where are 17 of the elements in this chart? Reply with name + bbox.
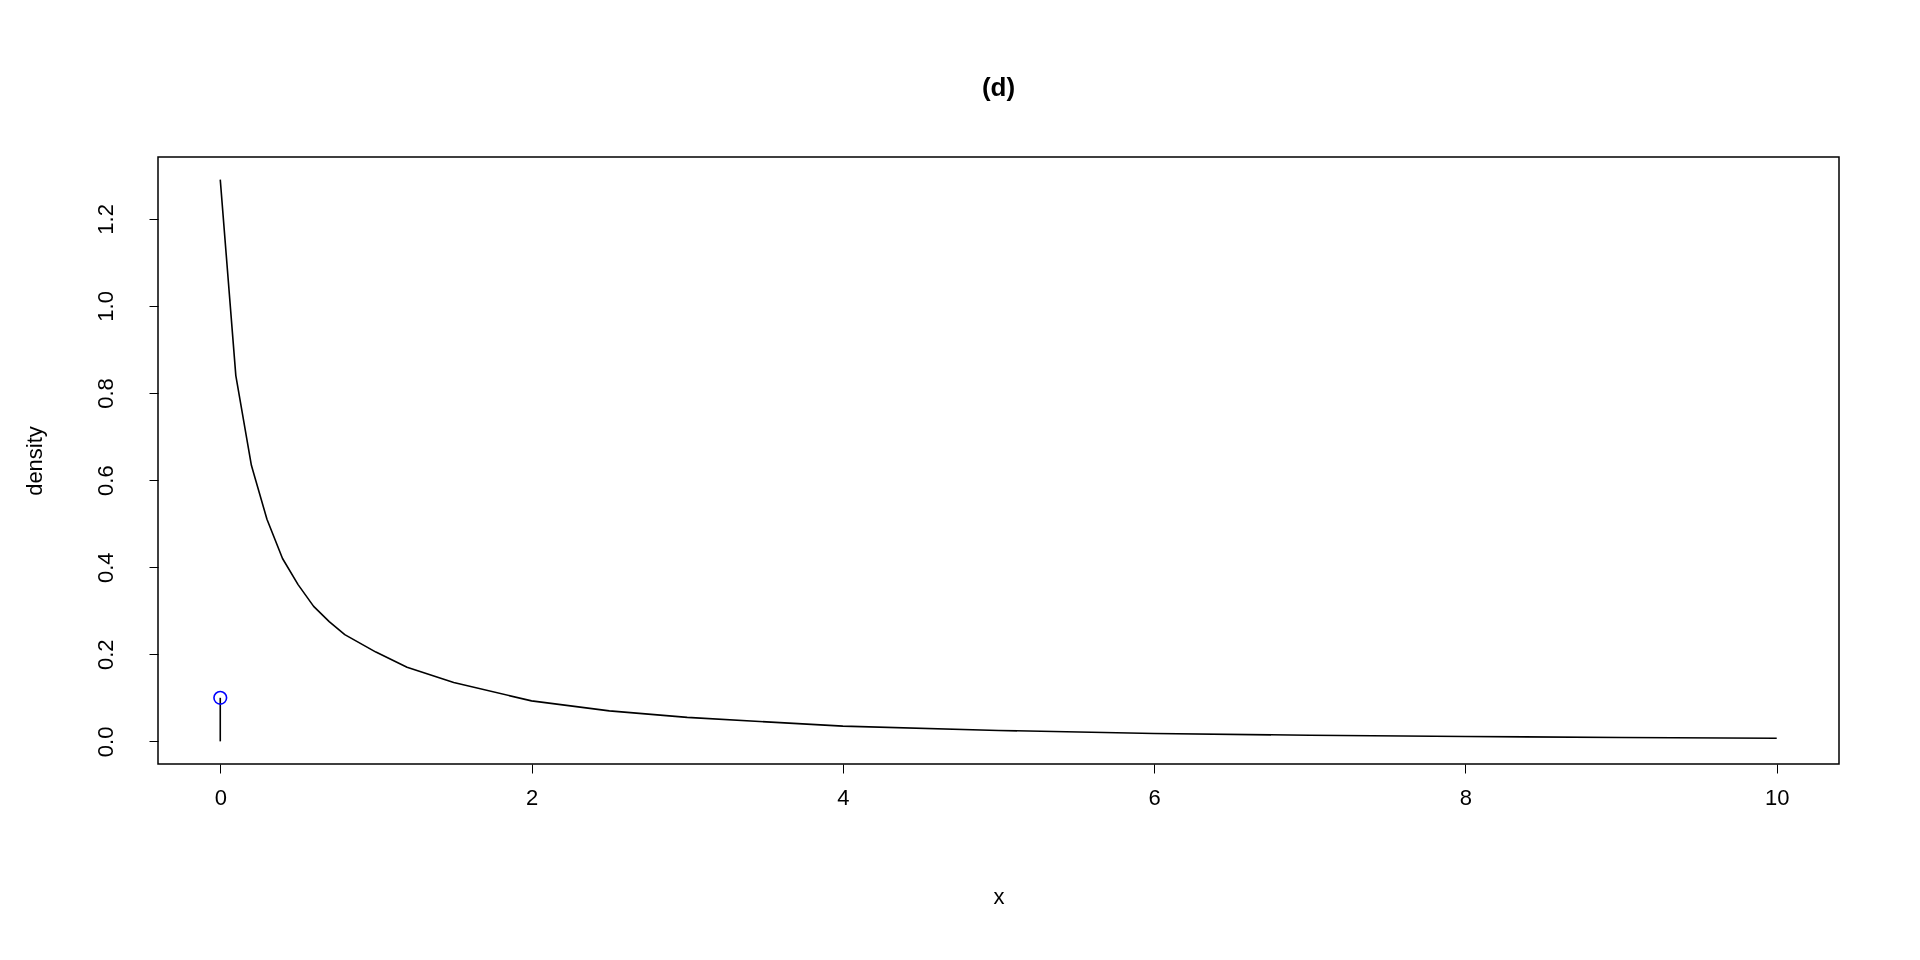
y-axis-title: density [21,426,47,496]
x-tick-label: 0 [214,784,227,810]
x-tick-label: 10 [1765,784,1790,810]
y-tick-label: 1.2 [92,204,118,235]
x-tick-label: 2 [525,784,539,810]
y-tick-label: 0.0 [92,726,118,758]
x-tick-label: 4 [837,784,850,810]
x-axis-title: x [993,883,1005,909]
y-tick-label: 0.8 [92,378,118,409]
y-tick-label: 0.2 [92,639,118,671]
line-series [219,178,1778,740]
y-tick-label: 1.0 [92,291,118,322]
y-tick-label: 0.4 [92,552,118,583]
x-tick-label: 6 [1148,784,1161,810]
chart-title: (d) [981,72,1016,102]
x-tick-label: 8 [1459,784,1473,810]
y-tick-label: 0.6 [92,465,118,496]
